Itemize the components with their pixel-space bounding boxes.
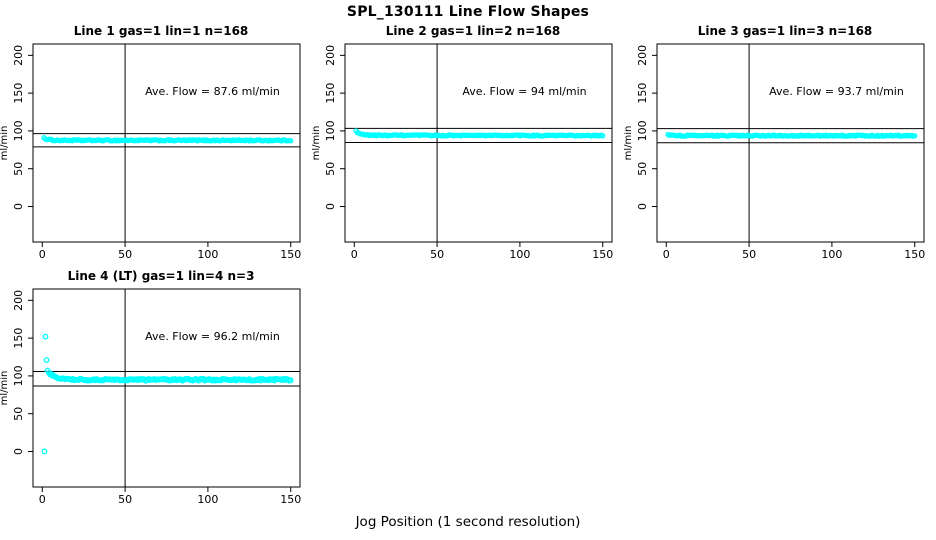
data-points	[41, 135, 294, 144]
panel-3-ave-flow-annotation: Ave. Flow = 93.7 ml/min	[769, 85, 904, 98]
svg-text:0: 0	[324, 203, 337, 210]
shared-x-axis-label: Jog Position (1 second resolution)	[355, 514, 581, 530]
svg-text:150: 150	[12, 83, 25, 104]
panel-line-3: 0 50 100 150 0 50 100 150 200 ml/min Line 3 gas=1…	[624, 20, 936, 265]
svg-text:150: 150	[904, 248, 925, 261]
svg-text:100: 100	[12, 120, 25, 141]
y-axis: 0 50 100 150 200	[636, 45, 657, 210]
data-point	[600, 133, 606, 139]
data-points	[353, 128, 606, 139]
panel-1-title: Line 1 gas=1 lin=1 n=168	[73, 24, 249, 38]
svg-text:150: 150	[280, 248, 301, 261]
x-axis: 0 50 100 150	[351, 242, 613, 261]
x-axis: 0 50 100 150	[39, 487, 301, 506]
svg-text:200: 200	[636, 45, 649, 66]
svg-text:0: 0	[39, 248, 46, 261]
svg-text:0: 0	[12, 448, 25, 455]
line-2-plot: 0 50 100 150 0 50 100 150 200 ml/min	[312, 43, 613, 261]
svg-text:0: 0	[663, 248, 670, 261]
svg-text:200: 200	[12, 45, 25, 66]
svg-text:200: 200	[12, 290, 25, 311]
reference-lines	[345, 127, 612, 144]
panel-line-1: 0 50 100 150 0 50 100 150 200 ml/min Line 1 gas=1…	[0, 20, 312, 265]
y-axis: 0 50 100 150 200	[324, 45, 345, 210]
svg-text:100: 100	[821, 248, 842, 261]
svg-text:150: 150	[592, 248, 613, 261]
svg-text:100: 100	[197, 493, 218, 506]
plot-frame	[344, 43, 613, 243]
y-axis: 0 50 100 150 200	[12, 290, 33, 455]
data-point	[42, 333, 49, 340]
reference-lines	[33, 371, 300, 387]
plot-frame	[32, 43, 301, 243]
data-point	[288, 138, 294, 144]
line-3-plot: 0 50 100 150 0 50 100 150 200 ml/min	[624, 43, 925, 261]
svg-text:100: 100	[509, 248, 530, 261]
svg-text:0: 0	[12, 203, 25, 210]
svg-text:200: 200	[324, 45, 337, 66]
y-axis: 0 50 100 150 200	[12, 45, 33, 210]
panel-4-title: Line 4 (LT) gas=1 lin=4 n=3	[67, 269, 255, 283]
y-axis-label: ml/min	[312, 126, 322, 161]
panel-2-title: Line 2 gas=1 lin=2 n=168	[385, 24, 561, 38]
line-1-plot: 0 50 100 150 0 50 100 150 200 ml/min	[0, 43, 301, 261]
panel-2-ave-flow-annotation: Ave. Flow = 94 ml/min	[462, 85, 587, 98]
svg-text:150: 150	[12, 328, 25, 349]
svg-text:150: 150	[280, 493, 301, 506]
data-point	[41, 448, 48, 455]
data-point	[287, 377, 294, 384]
plot-frame	[32, 288, 301, 488]
line-4-plot: 0 50 100 150 0 50 100 150 200 ml/min	[0, 288, 301, 506]
svg-text:100: 100	[197, 248, 218, 261]
svg-text:150: 150	[636, 83, 649, 104]
x-axis: 0 50 100 150	[663, 242, 925, 261]
svg-text:50: 50	[118, 493, 132, 506]
panel-line-4: 0 50 100 150 0 50 100 150 200 ml/min Line 4 (LT) …	[0, 265, 312, 510]
panel-1-ave-flow-annotation: Ave. Flow = 87.6 ml/min	[145, 85, 280, 98]
panel-4-ave-flow-annotation: Ave. Flow = 96.2 ml/min	[145, 330, 280, 343]
figure-title: SPL_130111 Line Flow Shapes	[346, 4, 590, 20]
svg-text:50: 50	[12, 407, 25, 421]
svg-text:50: 50	[12, 162, 25, 176]
svg-text:50: 50	[742, 248, 756, 261]
panel-3-title: Line 3 gas=1 lin=3 n=168	[697, 24, 873, 38]
svg-text:0: 0	[636, 203, 649, 210]
panel-line-2: 0 50 100 150 0 50 100 150 200 ml/min Line 2 gas=1…	[312, 20, 624, 265]
svg-text:50: 50	[430, 248, 444, 261]
plot-frame	[656, 43, 925, 243]
y-axis-label: ml/min	[0, 371, 10, 406]
y-axis-label: ml/min	[0, 126, 10, 161]
data-points	[41, 333, 294, 455]
x-axis: 0 50 100 150	[39, 242, 301, 261]
reference-lines	[657, 128, 924, 144]
svg-text:0: 0	[39, 493, 46, 506]
svg-text:50: 50	[118, 248, 132, 261]
svg-text:100: 100	[12, 365, 25, 386]
data-point	[912, 133, 918, 139]
svg-text:50: 50	[636, 162, 649, 176]
reference-lines	[33, 133, 300, 148]
y-axis-label: ml/min	[624, 126, 634, 161]
data-point	[43, 357, 50, 363]
svg-text:50: 50	[324, 162, 337, 176]
svg-text:100: 100	[636, 120, 649, 141]
svg-text:0: 0	[351, 248, 358, 261]
svg-text:150: 150	[324, 83, 337, 104]
svg-text:100: 100	[324, 120, 337, 141]
data-points	[665, 131, 918, 139]
